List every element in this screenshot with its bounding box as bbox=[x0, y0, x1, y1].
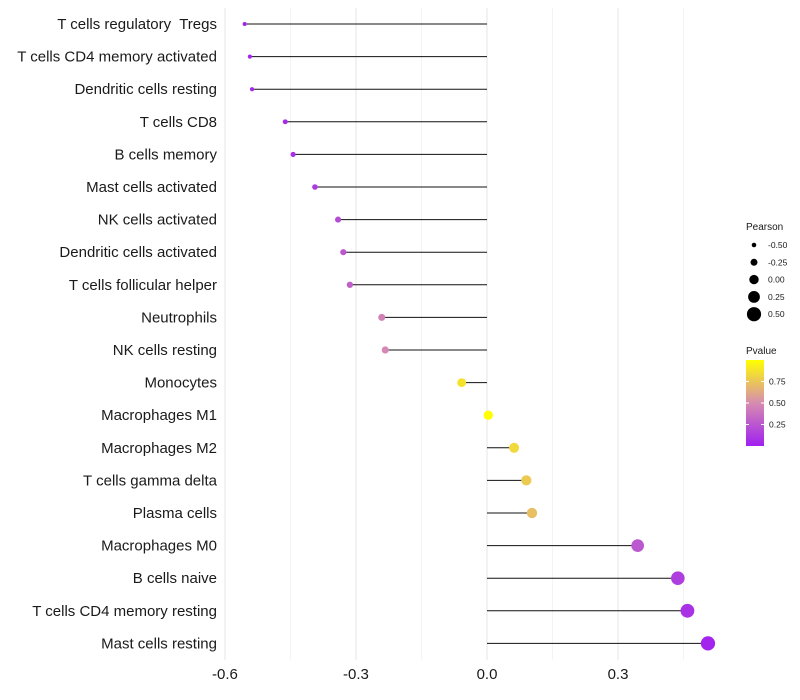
size-legend-label: 0.50 bbox=[768, 309, 785, 319]
size-legend-dot bbox=[748, 291, 760, 303]
lollipop-point bbox=[521, 475, 532, 486]
lollipop-point bbox=[483, 410, 494, 420]
color-legend-label: 0.25 bbox=[769, 420, 786, 430]
category-label: Neutrophils bbox=[141, 309, 217, 326]
grid-lines bbox=[224, 8, 684, 660]
size-legend-dot bbox=[749, 274, 759, 285]
lollipop-point bbox=[312, 184, 318, 190]
lollipop-point bbox=[700, 636, 716, 651]
lollipop-point bbox=[378, 313, 386, 321]
size-legend-label: 0.00 bbox=[768, 275, 785, 285]
lollipop-point bbox=[249, 87, 255, 92]
category-labels: T cells regulatory Tregs T cells CD4 memo… bbox=[17, 16, 217, 652]
category-label: T cells CD4 memory activated bbox=[17, 49, 217, 66]
lollipop-point bbox=[457, 378, 467, 388]
category-label: Monocytes bbox=[144, 375, 217, 392]
color-legend-title: Pvalue bbox=[746, 346, 777, 357]
category-label: NK cells activated bbox=[98, 212, 217, 229]
category-label: Macrophages M0 bbox=[101, 538, 217, 555]
x-tick-label: 0.0 bbox=[477, 666, 498, 683]
category-label: B cells naive bbox=[133, 570, 217, 587]
category-label: T cells regulatory Tregs bbox=[57, 16, 217, 33]
category-label: Dendritic cells activated bbox=[59, 244, 217, 261]
lollipop-point bbox=[335, 216, 342, 223]
category-label: Mast cells activated bbox=[86, 179, 217, 196]
category-label: Macrophages M2 bbox=[101, 440, 217, 457]
color-legend-label: 0.75 bbox=[769, 377, 786, 387]
x-tick-label: -0.6 bbox=[212, 666, 238, 683]
category-label: Macrophages M1 bbox=[101, 407, 217, 424]
category-label: T cells follicular helper bbox=[69, 277, 217, 294]
lollipop-point bbox=[680, 603, 695, 618]
lollipop-point bbox=[671, 571, 685, 585]
lollipop-point bbox=[247, 54, 252, 59]
lollipop-point bbox=[282, 119, 288, 125]
size-legend-label: -0.50 bbox=[768, 240, 788, 250]
lollipop-point bbox=[242, 21, 247, 27]
category-label: NK cells resting bbox=[113, 342, 217, 359]
category-label: Dendritic cells resting bbox=[74, 81, 217, 98]
lollipop-point bbox=[509, 442, 520, 453]
lollipop-point bbox=[526, 507, 538, 519]
lollipop-points bbox=[242, 21, 716, 651]
x-tick-label: 0.3 bbox=[608, 666, 629, 683]
size-legend-label: 0.25 bbox=[768, 292, 785, 302]
color-legend-ticks: 0.25 0.50 0.75 bbox=[746, 377, 786, 430]
size-legend-items: -0.50 -0.25 0.00 0.25 0.50 bbox=[746, 240, 788, 322]
category-label: T cells CD8 bbox=[140, 114, 217, 131]
size-legend-label: -0.25 bbox=[768, 257, 788, 267]
color-legend-bar bbox=[746, 360, 764, 446]
lollipop-point bbox=[340, 249, 347, 256]
size-legend-title: Pearson bbox=[746, 222, 783, 233]
category-label: T cells gamma delta bbox=[83, 472, 218, 489]
size-legend-dot bbox=[751, 242, 757, 248]
category-label: Plasma cells bbox=[133, 505, 217, 522]
lollipop-point bbox=[290, 151, 296, 157]
lollipop-point bbox=[381, 346, 389, 354]
category-label: T cells CD4 memory resting bbox=[32, 603, 217, 620]
color-legend-label: 0.50 bbox=[769, 398, 786, 408]
size-legend-dot bbox=[750, 258, 758, 266]
x-tick-label: -0.3 bbox=[343, 666, 369, 683]
lollipop-stems bbox=[244, 23, 708, 644]
category-label: B cells memory bbox=[114, 146, 217, 163]
legend: Pearson -0.50 -0.25 0.00 0.25 0.50 Pvalue 0.… bbox=[746, 222, 788, 446]
x-axis-ticks: -0.6 -0.3 0.0 0.3 bbox=[212, 666, 628, 683]
size-legend-dot bbox=[746, 307, 762, 322]
lollipop-point bbox=[346, 281, 354, 288]
lollipop-point bbox=[631, 539, 645, 552]
category-label: Mast cells resting bbox=[101, 635, 217, 652]
